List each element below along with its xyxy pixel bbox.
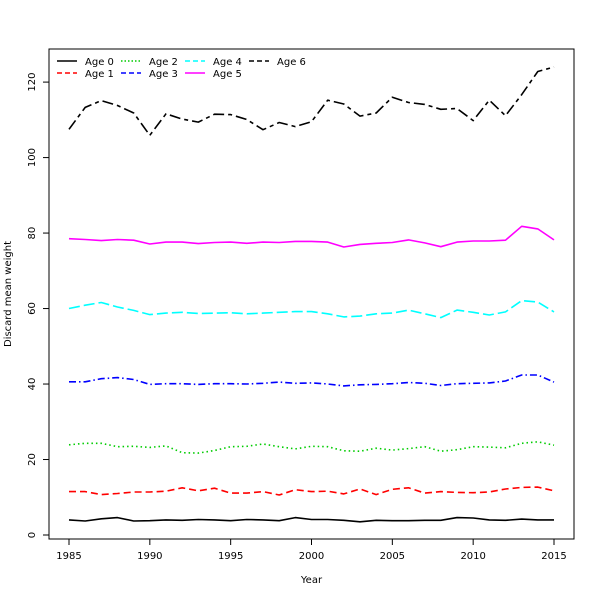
legend-label: Age 0 <box>85 57 114 68</box>
x-tick-label: 1985 <box>56 551 81 562</box>
series-line-age-4 <box>68 299 555 319</box>
y-tick-label: 20 <box>27 453 38 466</box>
y-tick-label: 100 <box>27 148 38 167</box>
series-line-age-5 <box>68 225 555 248</box>
series-line-age-0 <box>68 516 554 523</box>
x-tick-label: 2005 <box>380 551 405 562</box>
legend-label: Age 5 <box>213 69 242 80</box>
legend-label: Age 6 <box>277 57 306 68</box>
y-axis-label: Discard mean weight <box>3 241 14 347</box>
legend-label: Age 1 <box>85 69 114 80</box>
legend-label: Age 2 <box>149 57 178 68</box>
x-tick-label: 2000 <box>299 551 324 562</box>
axes-layer: 1985 1990 1995 2000 2005 2010 2015 0 20 40 60 80 100… <box>27 73 567 562</box>
series-line-age-1 <box>69 486 555 496</box>
x-tick-label: 2015 <box>541 551 566 562</box>
x-tick-label: 2010 <box>460 551 485 562</box>
series-layer <box>68 66 555 523</box>
series-line-age-2 <box>68 440 555 454</box>
legend-label: Age 4 <box>213 57 242 68</box>
series-line-age-3 <box>69 374 555 387</box>
x-tick-label: 1990 <box>137 551 162 562</box>
y-tick-label: 40 <box>27 378 38 391</box>
x-tick-label: 1995 <box>218 551 243 562</box>
x-axis-label: Year <box>300 575 323 586</box>
y-tick-label: 120 <box>27 73 38 92</box>
legend-label: Age 3 <box>149 69 178 80</box>
y-tick-label: 0 <box>27 532 38 538</box>
y-tick-label: 60 <box>27 302 38 315</box>
y-tick-label: 80 <box>27 227 38 240</box>
series-line-age-6 <box>68 66 555 137</box>
